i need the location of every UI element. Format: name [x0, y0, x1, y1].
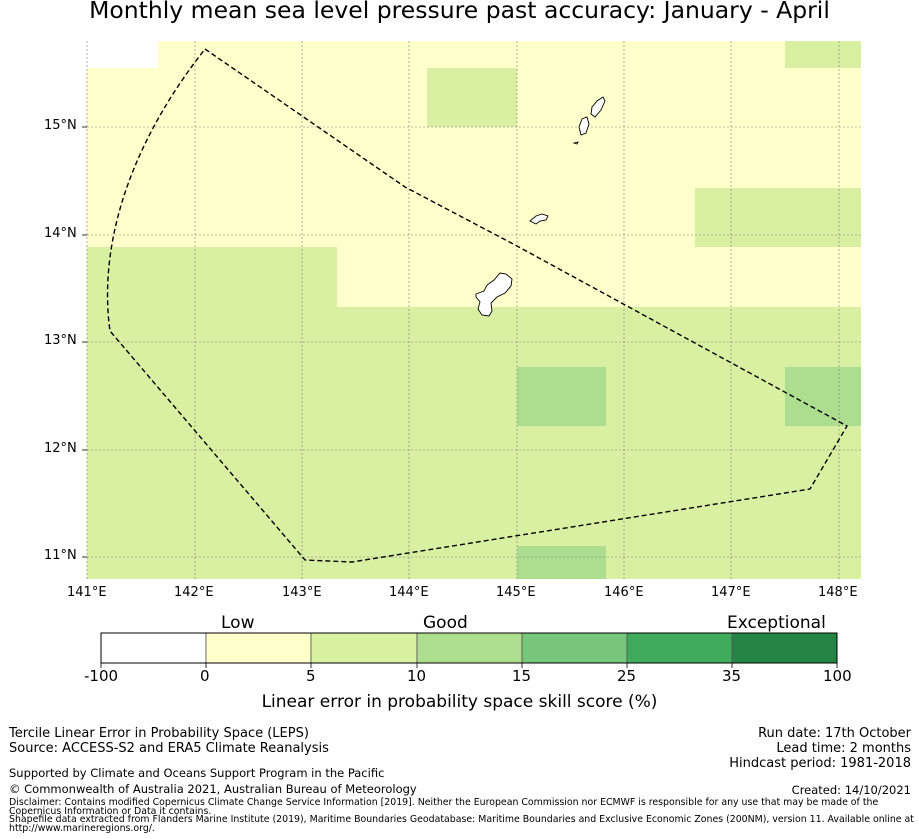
aguijan-islet: [572, 141, 579, 145]
support-text: Supported by Climate and Oceans Support …: [9, 766, 385, 780]
skill-cell-very-good: [785, 367, 861, 426]
source-text: Source: ACCESS-S2 and ERA5 Climate Reana…: [9, 741, 329, 756]
skill-cell-good: [695, 188, 861, 247]
colorbar-frame: [100, 632, 838, 664]
colorbar-segment-25-35: [626, 632, 733, 664]
skill-cell-very-good: [517, 546, 606, 579]
colorbar-label: -100: [84, 667, 119, 685]
lon-label-142: 142°E: [174, 585, 214, 600]
hindcast-period-text: Hindcast period: 1981-2018: [729, 756, 911, 771]
lon-label-144: 144°E: [389, 585, 429, 600]
guam-island: [475, 272, 513, 317]
disclaimer-line-2: Copernicus Information or Data it contai…: [9, 806, 212, 817]
shapefile-line-1: Shapefile data extracted from Flanders M…: [9, 814, 914, 825]
lon-label-141: 141°E: [67, 585, 107, 600]
lat-label-15: 15°N: [44, 118, 77, 133]
colorbar-label: 35: [722, 667, 742, 685]
colorbar-label: 0: [200, 667, 210, 685]
colorbar-label: 10: [407, 667, 427, 685]
legend-category-exceptional: Exceptional: [727, 613, 826, 633]
lon-label-145: 145°E: [496, 585, 536, 600]
gridlines: [86, 41, 861, 579]
lon-label-148: 148°E: [818, 585, 858, 600]
colorbar-segment-35-100: [731, 632, 838, 664]
eez-boundary: [106, 48, 848, 563]
run-date-text: Run date: 17th October: [758, 726, 911, 741]
colorbar: [100, 632, 838, 668]
skill-cell-good: [87, 247, 337, 579]
lon-label-146: 146°E: [604, 585, 644, 600]
colorbar-segment-10-15: [416, 632, 523, 664]
legend-category-good: Good: [423, 613, 468, 633]
islands: [475, 96, 606, 317]
lat-label-11: 11°N: [44, 548, 77, 563]
skill-cell-nodata: [87, 41, 158, 68]
lon-label-147: 147°E: [711, 585, 751, 600]
skill-cell-good: [785, 41, 861, 68]
saipan-island: [590, 96, 606, 118]
colorbar-axis-label: Linear error in probability space skill …: [261, 692, 658, 712]
rota-island: [529, 213, 549, 225]
colorbar-segment-15-25: [521, 632, 628, 664]
shapefile-line-2: http://www.marineregions.org/.: [9, 823, 155, 834]
colorbar-segment-neg100-0: [100, 632, 207, 664]
colorbar-label: 5: [306, 667, 316, 685]
copyright-text: © Commonwealth of Australia 2021, Austra…: [9, 782, 417, 796]
colorbar-segment-0-5: [205, 632, 312, 664]
lat-label-12: 12°N: [44, 441, 77, 456]
disclaimer-line-1: Disclaimer: Contains modified Copernicus…: [9, 797, 879, 808]
chart-title: Monthly mean sea level pressure past acc…: [89, 0, 830, 24]
lat-label-13: 13°N: [44, 333, 77, 348]
legend-category-low: Low: [221, 613, 255, 633]
lon-label-143: 143°E: [282, 585, 322, 600]
created-date-text: Created: 14/10/2021: [791, 783, 911, 797]
colorbar-label: 100: [823, 667, 852, 685]
skill-cell-good: [337, 307, 861, 579]
colorbar-label: 15: [512, 667, 532, 685]
axis-ticks: [82, 126, 87, 558]
method-text: Tercile Linear Error in Probability Spac…: [9, 726, 309, 741]
colorbar-segment-5-10: [310, 632, 418, 664]
skill-cell-very-good: [517, 367, 606, 426]
skill-grid: [87, 41, 861, 579]
lat-label-14: 14°N: [44, 226, 77, 241]
colorbar-label: 25: [617, 667, 637, 685]
skill-cell-good: [427, 68, 517, 127]
lead-time-text: Lead time: 2 months: [776, 741, 911, 756]
tinian-island: [578, 116, 590, 136]
